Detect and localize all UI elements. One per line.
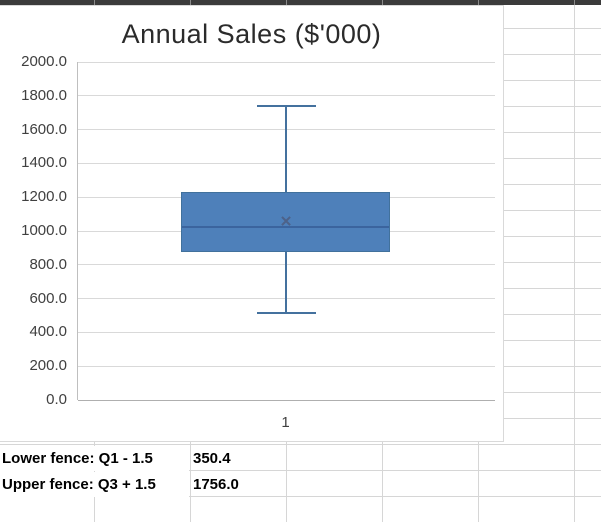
iqr-box: [181, 192, 390, 252]
y-tick-label: 1800.0: [21, 86, 67, 104]
boxplot-chart[interactable]: Annual Sales ($'000) 2000.0 1800.0 1600.0 1…: [0, 5, 504, 442]
y-tick-label: 1400.0: [21, 154, 67, 172]
lower-whisker-line: [285, 251, 287, 313]
plot-area: ✕: [77, 61, 495, 401]
y-tick-label: 1600.0: [21, 120, 67, 138]
header-cell-separator: [382, 0, 383, 5]
min-whisker-cap: [256, 311, 316, 314]
chart-title: Annual Sales ($'000): [121, 19, 382, 49]
x-category-label: 1: [281, 414, 290, 431]
y-tick-label: 1200.0: [21, 188, 67, 206]
cell-spill-bg: [0, 446, 189, 471]
header-cell-separator: [574, 0, 575, 5]
header-cell-separator: [190, 0, 191, 5]
sheet-column-line: [574, 3, 575, 522]
y-tick-label: 1000.0: [21, 222, 67, 239]
y-tick-label: 800.0: [29, 255, 67, 273]
lower-fence-value[interactable]: 350.4: [193, 450, 231, 467]
y-gridline: [78, 365, 495, 367]
y-gridline: [78, 331, 495, 333]
y-tick-label: 200.0: [29, 357, 67, 375]
y-tick-label: 0.0: [46, 391, 67, 408]
y-gridline: [78, 399, 495, 401]
y-gridline: [78, 61, 495, 63]
y-tick-label: 2000.0: [21, 53, 67, 70]
cell-spill-bg: [0, 472, 189, 497]
header-cell-separator: [478, 0, 479, 5]
header-cell-separator: [286, 0, 287, 5]
y-tick-label: 600.0: [29, 289, 67, 307]
upper-fence-value[interactable]: 1756.0: [193, 476, 239, 493]
upper-whisker-line: [285, 105, 287, 193]
mean-marker: ✕: [279, 213, 293, 231]
y-gridline: [78, 95, 495, 97]
lower-fence-label[interactable]: Lower fence: Q1 - 1.5: [2, 450, 153, 467]
header-cell-separator: [94, 0, 95, 5]
median-line: [182, 226, 389, 228]
max-whisker-cap: [256, 104, 316, 107]
y-tick-label: 400.0: [29, 323, 67, 341]
upper-fence-label[interactable]: Upper fence: Q3 + 1.5: [2, 476, 156, 493]
sheet-header-row: [0, 0, 601, 5]
